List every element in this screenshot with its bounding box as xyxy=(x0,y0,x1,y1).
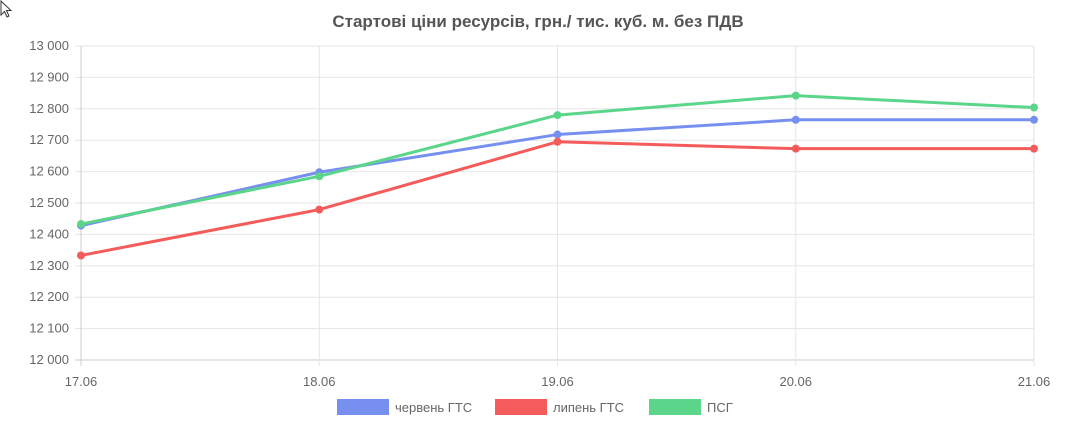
chart-title: Стартові ціни ресурсів, грн./ тис. куб. … xyxy=(332,12,743,31)
y-tick-label: 12 400 xyxy=(29,226,69,241)
x-axis-ticks: 17.06 18.06 19.06 20.06 21.06 xyxy=(65,374,1051,389)
data-point[interactable] xyxy=(1030,103,1038,112)
data-point[interactable] xyxy=(791,115,800,124)
data-point[interactable] xyxy=(77,251,85,260)
legend-item[interactable]: ПСГ xyxy=(649,399,733,415)
y-tick-label: 12 600 xyxy=(29,164,69,179)
legend-item[interactable]: червень ГТС xyxy=(337,399,472,415)
data-point[interactable] xyxy=(77,220,85,229)
data-point[interactable] xyxy=(315,205,324,214)
y-tick-label: 12 000 xyxy=(29,352,69,367)
y-tick-label: 12 900 xyxy=(29,69,69,84)
legend-label: червень ГТС xyxy=(395,400,472,415)
legend-swatch xyxy=(495,399,547,415)
legend-item[interactable]: липень ГТС xyxy=(495,399,624,415)
y-tick-label: 13 000 xyxy=(29,38,69,53)
series-1 xyxy=(77,137,1038,260)
x-tick-label: 19.06 xyxy=(541,374,574,389)
x-tick-label: 21.06 xyxy=(1018,374,1051,389)
data-point[interactable] xyxy=(553,130,562,139)
mouse-pointer-icon xyxy=(0,0,13,18)
y-tick-label: 12 700 xyxy=(29,132,69,147)
gridlines xyxy=(75,45,1035,366)
data-point[interactable] xyxy=(1030,115,1038,124)
y-tick-label: 12 100 xyxy=(29,321,69,336)
y-axis-ticks: 12 000 12 100 12 200 12 300 12 400 12 500 12 6… xyxy=(29,38,69,367)
series-2 xyxy=(77,91,1038,229)
data-point[interactable] xyxy=(1030,144,1038,153)
x-tick-label: 18.06 xyxy=(303,374,336,389)
y-tick-label: 12 500 xyxy=(29,195,69,210)
data-point[interactable] xyxy=(791,91,800,100)
x-tick-label: 17.06 xyxy=(65,374,98,389)
data-point[interactable] xyxy=(553,137,562,146)
legend-swatch xyxy=(337,399,389,415)
y-tick-label: 12 200 xyxy=(29,289,69,304)
y-tick-label: 12 300 xyxy=(29,258,69,273)
data-point[interactable] xyxy=(315,172,324,181)
legend-label: ПСГ xyxy=(707,400,733,415)
legend-label: липень ГТС xyxy=(553,400,624,415)
data-point[interactable] xyxy=(553,111,562,120)
series-lines xyxy=(77,91,1038,260)
data-point[interactable] xyxy=(791,144,800,153)
x-tick-label: 20.06 xyxy=(779,374,812,389)
y-tick-label: 12 800 xyxy=(29,101,69,116)
legend-swatch xyxy=(649,399,701,415)
legend[interactable]: червень ГТС липень ГТС ПСГ xyxy=(337,399,733,415)
